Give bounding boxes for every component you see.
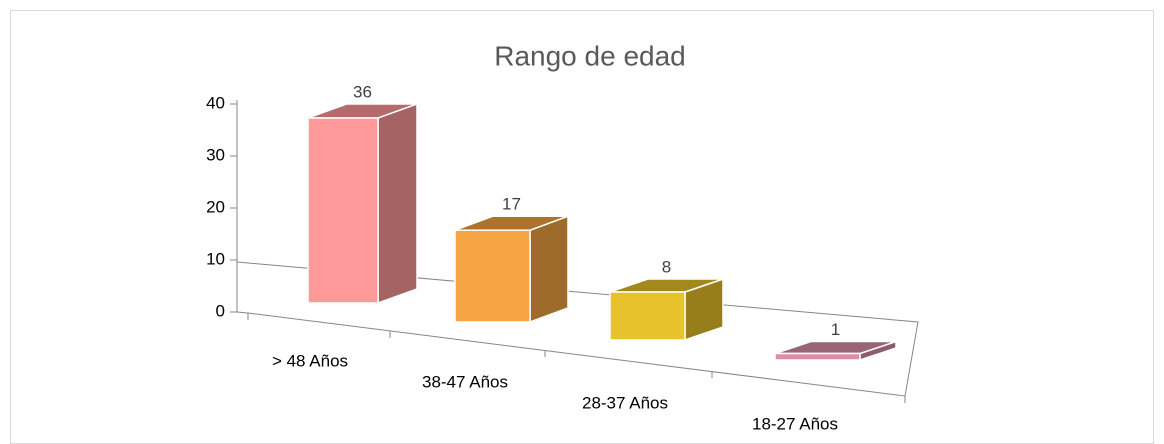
y-tick-label: 0: [216, 301, 225, 320]
value-label: 17: [502, 195, 521, 214]
x-tick-label: 38-47 Años: [422, 372, 508, 391]
value-label: 1: [831, 320, 840, 339]
bar: [609, 291, 686, 341]
value-label: 8: [662, 257, 671, 276]
chart-frame: [10, 10, 1154, 444]
y-tick-label: 10: [206, 249, 225, 268]
chart-title: Rango de edad: [494, 40, 686, 71]
bar: [307, 117, 379, 304]
x-tick-label: 18-27 Años: [752, 414, 838, 433]
value-label: 36: [353, 82, 372, 101]
bar-side: [529, 215, 569, 324]
x-tick-label: 28-37 Años: [582, 393, 668, 412]
bar: [454, 229, 531, 323]
bar-side: [377, 102, 418, 305]
y-tick-label: 20: [206, 197, 225, 216]
y-tick-label: 30: [206, 145, 225, 164]
y-tick-label: 40: [206, 93, 225, 112]
bar: [774, 352, 861, 361]
x-tick-label: > 48 Años: [272, 351, 348, 370]
